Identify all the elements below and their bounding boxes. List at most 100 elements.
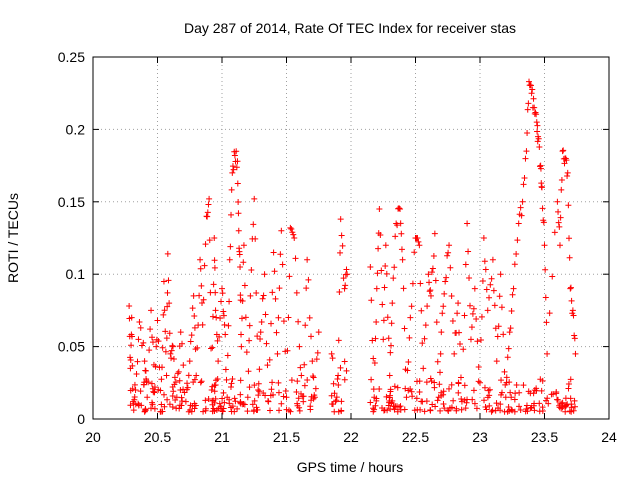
data-point <box>209 408 216 415</box>
data-point <box>275 389 282 396</box>
data-point <box>567 284 574 291</box>
data-point <box>252 235 259 242</box>
data-point <box>139 342 146 349</box>
data-point <box>296 407 303 414</box>
data-point <box>301 382 308 389</box>
data-point <box>294 378 301 385</box>
data-point <box>135 336 142 343</box>
data-point <box>371 360 378 367</box>
data-point <box>230 166 237 173</box>
data-point <box>247 292 254 299</box>
data-point <box>134 358 141 365</box>
data-point <box>168 355 175 362</box>
data-point <box>404 367 411 374</box>
data-point <box>506 379 513 386</box>
data-point <box>445 249 452 256</box>
data-point <box>516 389 523 396</box>
data-point <box>420 365 427 372</box>
data-point <box>405 359 412 365</box>
data-point <box>262 311 269 318</box>
data-point <box>210 281 217 288</box>
data-point <box>381 406 388 413</box>
data-point <box>437 369 444 376</box>
data-point <box>387 349 394 356</box>
data-point <box>517 204 524 211</box>
data-point <box>456 329 463 336</box>
data-point <box>455 300 462 307</box>
data-point <box>478 313 485 320</box>
data-point <box>271 268 278 275</box>
data-point <box>470 305 477 312</box>
data-point <box>164 250 171 257</box>
data-point <box>170 355 177 362</box>
data-point <box>528 90 535 97</box>
data-point <box>441 290 448 297</box>
data-point <box>507 389 514 396</box>
data-point <box>512 390 519 397</box>
data-point <box>448 292 455 299</box>
data-point <box>130 400 137 407</box>
data-point <box>128 342 135 349</box>
data-point <box>477 336 484 343</box>
data-point <box>228 186 235 193</box>
data-point <box>279 261 286 268</box>
data-point <box>288 377 295 384</box>
data-point <box>475 378 482 385</box>
data-point <box>202 405 209 412</box>
data-point <box>495 405 502 412</box>
data-point <box>142 407 149 414</box>
data-point <box>407 314 414 321</box>
data-point <box>152 363 159 370</box>
data-point <box>493 400 500 407</box>
data-point <box>251 382 258 389</box>
data-point <box>154 317 161 324</box>
data-point <box>180 362 187 369</box>
data-point <box>443 274 450 281</box>
data-point <box>200 408 207 415</box>
data-point <box>126 303 133 310</box>
data-point <box>170 388 177 395</box>
data-point <box>211 264 218 271</box>
data-point <box>226 298 233 305</box>
data-point <box>238 331 245 338</box>
data-point <box>337 249 344 256</box>
data-point <box>400 285 407 292</box>
data-point <box>530 95 537 102</box>
data-point <box>525 388 532 395</box>
data-point <box>529 104 536 111</box>
data-point <box>265 398 272 405</box>
data-point <box>489 256 496 263</box>
data-point <box>457 374 464 381</box>
data-point <box>533 111 540 118</box>
data-point <box>237 391 244 398</box>
data-point <box>528 404 535 411</box>
data-point <box>240 242 247 249</box>
data-point <box>569 307 576 314</box>
data-point <box>309 373 316 380</box>
data-point <box>418 307 425 314</box>
data-point <box>211 235 218 241</box>
data-point <box>544 350 551 357</box>
data-point <box>172 379 179 386</box>
data-point <box>536 408 543 415</box>
data-point <box>565 380 572 387</box>
data-point <box>311 392 318 399</box>
data-point <box>504 354 511 361</box>
data-point <box>535 135 542 142</box>
data-point <box>314 349 321 356</box>
data-point <box>391 383 398 390</box>
data-point <box>162 328 169 335</box>
data-point <box>255 387 262 394</box>
data-point <box>514 237 521 244</box>
data-point <box>486 392 493 399</box>
data-point <box>392 233 399 240</box>
data-point <box>475 364 482 371</box>
data-point <box>450 397 457 404</box>
data-point <box>278 227 285 234</box>
data-point <box>163 335 170 342</box>
data-point <box>508 394 515 401</box>
data-point <box>274 350 281 357</box>
data-point <box>305 276 312 283</box>
data-point <box>338 398 345 405</box>
data-point <box>502 394 509 401</box>
